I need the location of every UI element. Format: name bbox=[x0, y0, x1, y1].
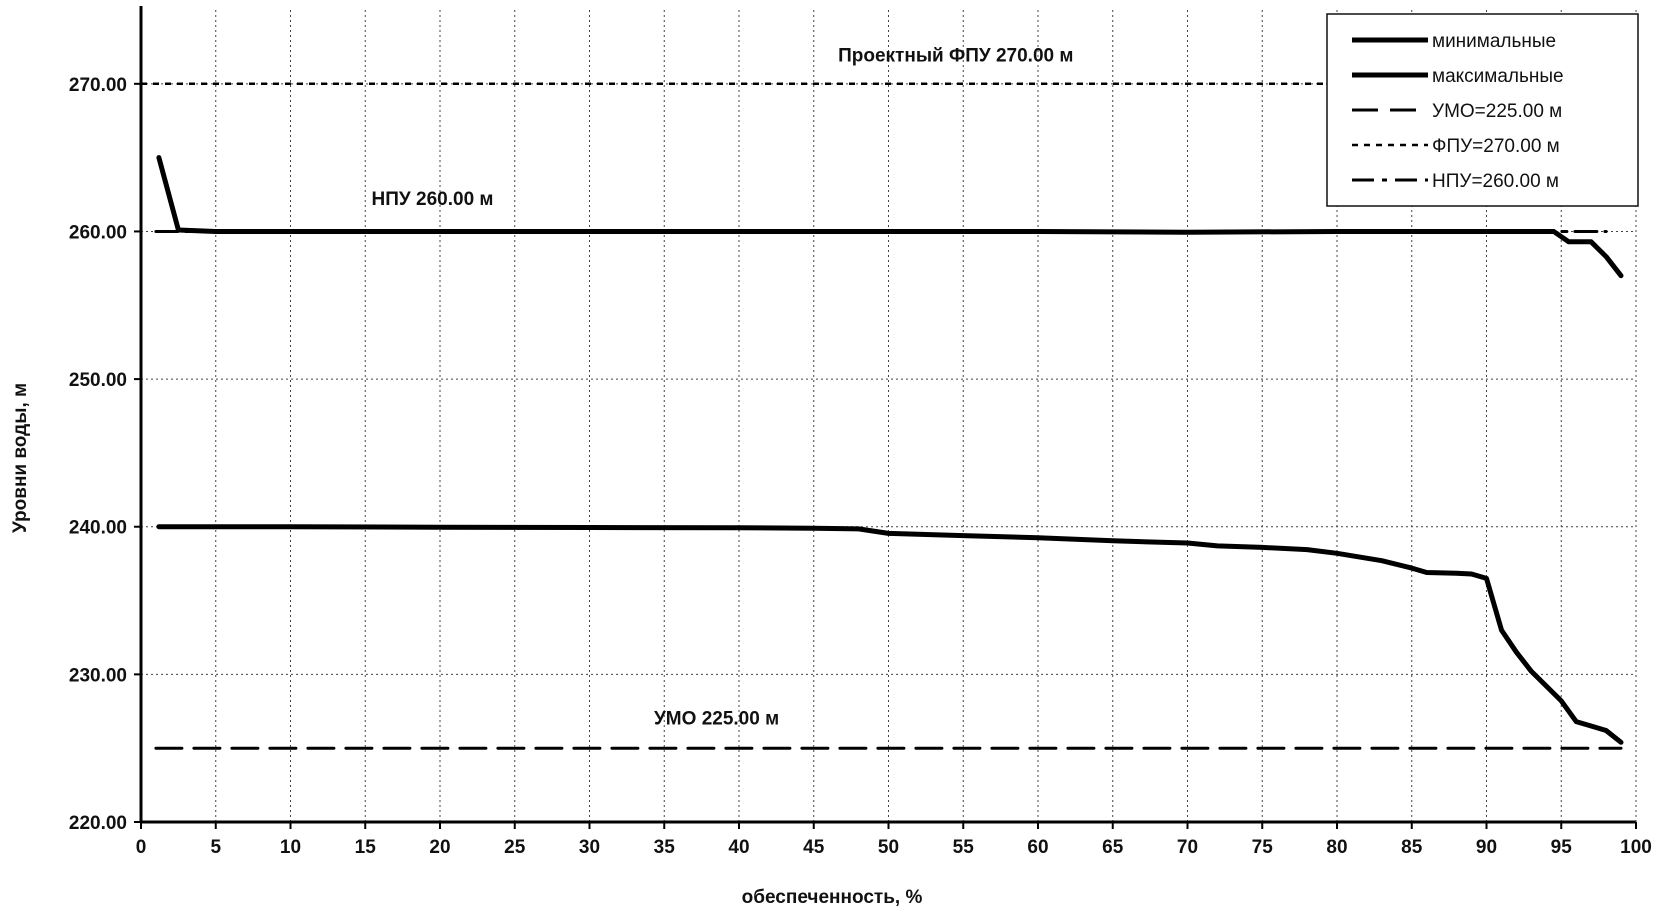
annotation-label: Проектный ФПУ 270.00 м bbox=[838, 46, 1073, 67]
x-tick-label: 60 bbox=[1027, 837, 1048, 858]
x-tick-label: 90 bbox=[1476, 837, 1497, 858]
x-tick-label: 75 bbox=[1252, 837, 1274, 858]
x-tick-label: 20 bbox=[429, 837, 450, 858]
y-tick-label: 270.00 bbox=[69, 75, 127, 96]
x-tick-label: 0 bbox=[136, 837, 147, 858]
series-line-2 bbox=[156, 155, 1624, 279]
annotation-label: УМО 225.00 м bbox=[654, 709, 779, 730]
y-tick-label: 240.00 bbox=[69, 518, 127, 539]
y-tick-label: 220.00 bbox=[69, 813, 127, 834]
x-tick-label: 45 bbox=[803, 837, 825, 858]
legend-label-1: минимальные bbox=[1432, 31, 1556, 52]
x-tick-label: 5 bbox=[210, 837, 221, 858]
x-tick-label: 55 bbox=[953, 837, 975, 858]
tick-labels: 0 5 10 15 20 25 30 35 40 45 50 55 60 65 70 75 80 85 90 95 10… bbox=[69, 75, 1652, 858]
x-tick-label: 30 bbox=[579, 837, 600, 858]
x-tick-label: 100 bbox=[1620, 837, 1652, 858]
x-tick-label: 40 bbox=[728, 837, 749, 858]
legend-box bbox=[1326, 13, 1639, 207]
x-tick-label: 25 bbox=[504, 837, 526, 858]
y-axis-title: Уровни воды, м bbox=[10, 383, 31, 533]
x-tick-label: 10 bbox=[280, 837, 301, 858]
y-tick-label: 230.00 bbox=[69, 665, 127, 686]
x-tick-label: 70 bbox=[1177, 837, 1198, 858]
x-tick-label: 35 bbox=[654, 837, 676, 858]
legend: минимальные максимальные УМО=225.00 м ФПУ=2… bbox=[1326, 13, 1639, 207]
series-lines bbox=[156, 155, 1624, 745]
y-tick-label: 260.00 bbox=[69, 222, 127, 243]
legend-label-4: ФПУ=270.00 м bbox=[1432, 136, 1560, 157]
x-tick-label: 50 bbox=[878, 837, 899, 858]
annotations: Проектный ФПУ 270.00 м НПУ 260.00 м УМО 22… bbox=[372, 46, 1074, 730]
legend-label-2: максимальные bbox=[1432, 66, 1564, 87]
legend-label-3: УМО=225.00 м bbox=[1432, 101, 1562, 122]
x-tick-label: 15 bbox=[355, 837, 377, 858]
x-tick-label: 85 bbox=[1401, 837, 1423, 858]
x-tick-label: 80 bbox=[1326, 837, 1347, 858]
x-tick-label: 65 bbox=[1102, 837, 1124, 858]
series-line-1 bbox=[156, 524, 1624, 745]
legend-label-5: НПУ=260.00 м bbox=[1432, 171, 1559, 192]
x-axis-title: обеспеченность, % bbox=[742, 887, 923, 908]
y-tick-label: 250.00 bbox=[69, 370, 127, 391]
x-tick-label: 95 bbox=[1551, 837, 1573, 858]
annotation-label: НПУ 260.00 м bbox=[372, 189, 494, 210]
